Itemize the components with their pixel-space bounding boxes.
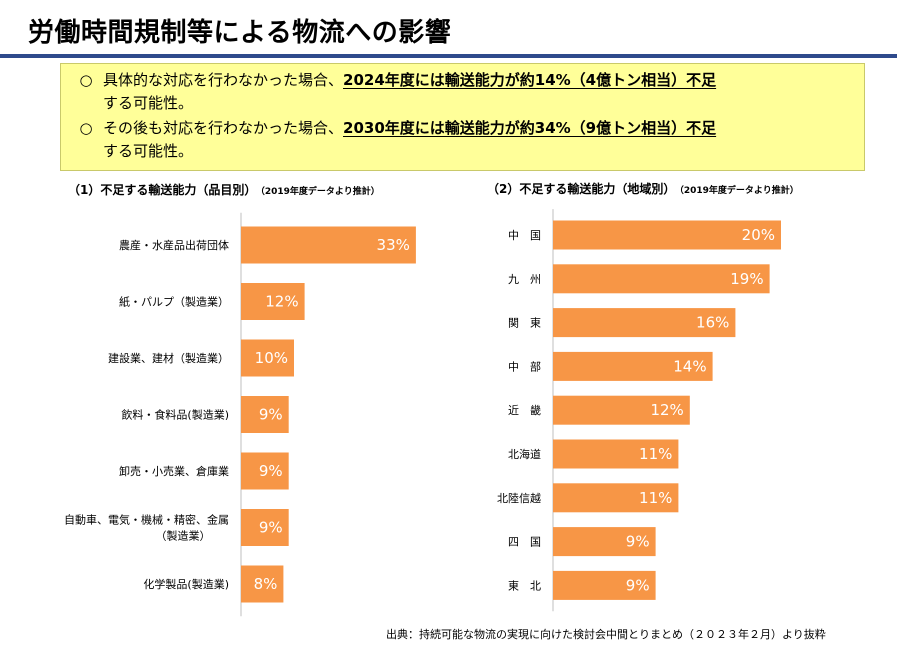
left-chart-category-label: 農産・水産品出荷団体	[119, 238, 229, 252]
left-chart-bar	[241, 339, 294, 377]
bullet-circle-icon: ○	[79, 119, 93, 137]
right-chart-value-label: 11%	[639, 445, 672, 463]
right-chart-value-label: 14%	[673, 357, 706, 375]
left-chart-category-label: 紙・パルプ（製造業）	[119, 295, 229, 309]
summary-suffix: する可能性。	[103, 142, 194, 160]
right-chart-bar	[553, 395, 690, 425]
summary-item: ○ その後も対応を行わなかった場合、2030年度には輸送能力が約34%（9億トン…	[69, 117, 856, 163]
right-chart-bar	[553, 264, 770, 294]
right-chart-category-label: 四 国	[508, 536, 541, 549]
right-chart-note: （2019年度データより推計）	[679, 186, 799, 196]
right-chart-category-label: 中 国	[508, 229, 541, 242]
summary-prefix: 具体的な対応を行わなかった場合、	[103, 71, 344, 89]
summary-item: ○ 具体的な対応を行わなかった場合、2024年度には輸送能力が約14%（4億トン…	[69, 69, 856, 115]
left-chart-bar	[241, 396, 289, 433]
left-chart-bar	[241, 226, 416, 264]
left-chart-category-label: 卸売・小売業、倉庫業	[119, 464, 229, 478]
right-chart-bar	[553, 483, 679, 513]
summary-highlight: 2024年度には輸送能力が約14%（4億トン相当）不足	[343, 71, 717, 89]
source-citation: 出典：持続可能な物流の実現に向けた検討会中間とりまとめ（２０２３年２月）より抜粋	[386, 628, 826, 641]
left-chart-category-label: 自動車、電気・機械・精密、金属	[64, 513, 229, 527]
left-chart-value-label: 10%	[255, 349, 288, 367]
left-chart-value-label: 9%	[259, 406, 283, 424]
right-chart-category-label: 中 部	[508, 359, 541, 373]
right-chart-heading: （2）不足する輸送能力（地域別） （2019年度データより推計）	[487, 180, 799, 197]
right-chart-category-label: 北海道	[508, 447, 541, 461]
page-title: 労働時間規制等による物流への影響	[28, 18, 452, 48]
right-chart-category-label: 関 東	[508, 317, 541, 330]
right-chart-bar	[553, 308, 736, 338]
right-chart-bar	[553, 570, 656, 600]
left-chart-bar	[241, 509, 289, 546]
summary-text: 具体的な対応を行わなかった場合、2024年度には輸送能力が約14%（4億トン相当…	[103, 69, 856, 115]
right-chart-value-label: 19%	[730, 270, 763, 288]
right-chart-value-label: 9%	[626, 576, 650, 594]
left-chart-category-label: （製造業）	[156, 529, 211, 543]
left-chart-note: （2019年度データより推計）	[260, 187, 380, 197]
right-chart-value-label: 11%	[639, 489, 672, 507]
left-chart-bar	[241, 452, 289, 490]
left-chart-category-label: 化学製品(製造業)	[143, 577, 229, 591]
summary-suffix: する可能性。	[103, 94, 194, 112]
right-chart-category-label: 九 州	[508, 273, 541, 286]
right-chart-bar	[553, 351, 713, 381]
title-underline	[0, 54, 897, 58]
right-chart-bar	[553, 220, 781, 250]
right-chart-bar	[553, 439, 679, 469]
left-chart-title: （1）不足する輸送能力（品目別）	[68, 183, 257, 197]
right-chart-category-label: 近 畿	[508, 403, 541, 417]
right-chart-category-label: 北陸信越	[497, 491, 541, 505]
right-chart-value-label: 9%	[626, 533, 650, 551]
left-chart-category-label: 飲料・食料品(製造業)	[121, 408, 229, 422]
right-chart-title: （2）不足する輸送能力（地域別）	[487, 182, 676, 196]
left-chart-bar	[241, 283, 305, 320]
left-chart-value-label: 33%	[377, 236, 410, 254]
right-chart-bar	[553, 527, 656, 557]
summary-text: その後も対応を行わなかった場合、2030年度には輸送能力が約34%（9億トン相当…	[103, 117, 856, 163]
right-chart-value-label: 12%	[650, 401, 683, 419]
left-chart-category-label: 建設業、建材（製造業）	[108, 351, 229, 365]
summary-prefix: その後も対応を行わなかった場合、	[103, 119, 344, 137]
right-chart-category-label: 東 北	[508, 579, 541, 592]
left-chart-heading: （1）不足する輸送能力（品目別） （2019年度データより推計）	[68, 181, 380, 198]
left-chart-bar	[241, 565, 284, 603]
bullet-circle-icon: ○	[79, 71, 93, 89]
right-chart-value-label: 20%	[742, 226, 775, 244]
summary-callout: ○ 具体的な対応を行わなかった場合、2024年度には輸送能力が約14%（4億トン…	[60, 63, 865, 171]
left-chart-value-label: 8%	[254, 575, 278, 593]
left-chart-value-label: 12%	[265, 293, 298, 311]
right-chart-value-label: 16%	[696, 314, 729, 332]
summary-highlight: 2030年度には輸送能力が約34%（9億トン相当）不足	[343, 119, 717, 137]
left-chart-value-label: 9%	[259, 462, 283, 480]
left-chart-value-label: 9%	[259, 519, 283, 537]
